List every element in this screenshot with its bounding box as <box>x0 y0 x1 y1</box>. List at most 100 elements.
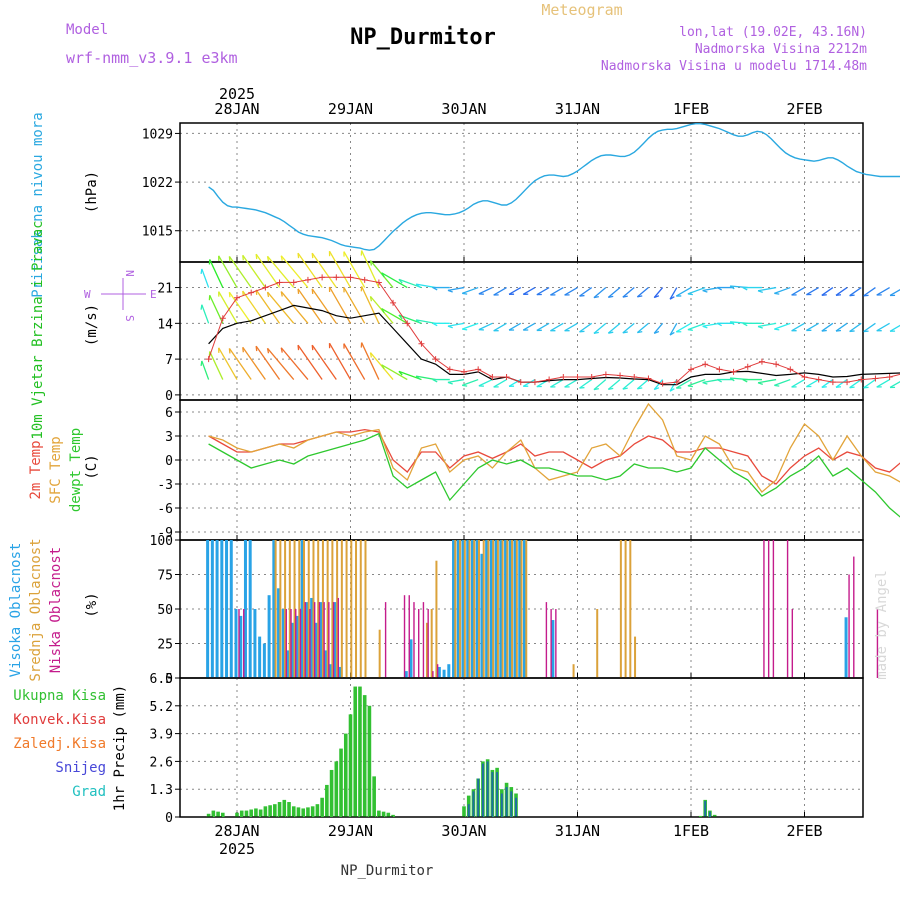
high-cloud-bar <box>262 643 266 678</box>
wind-arrow <box>218 291 238 324</box>
wind-arrow <box>835 379 848 388</box>
wind-arrow-head <box>297 345 300 351</box>
wind-arrow <box>280 255 309 288</box>
wind-arrow <box>607 322 621 334</box>
mid-cloud-bar <box>307 540 310 678</box>
mid-cloud-bar <box>619 540 622 678</box>
precip-total-bar <box>287 802 291 817</box>
wind-arrow <box>280 291 309 324</box>
wind-arrow <box>343 251 366 288</box>
precip-total-bar <box>258 809 263 817</box>
y-tick-label: -9 <box>157 526 173 541</box>
y-tick-label: 7 <box>165 353 173 368</box>
wind-arrow-head <box>608 387 614 391</box>
gust-marker <box>872 375 879 382</box>
low-cloud-bar <box>791 609 794 678</box>
low-cloud-bar <box>243 609 245 678</box>
wind-arrow <box>593 287 607 299</box>
precip-snow-bar <box>515 797 518 817</box>
wind-arrow <box>297 344 323 380</box>
precip-total-bar <box>206 813 211 817</box>
y-tick-label: 25 <box>157 638 173 653</box>
wind-arrow <box>522 378 536 387</box>
precip-total-bar <box>367 705 372 817</box>
precip-total-bar <box>339 748 343 817</box>
wind-arrow <box>564 286 578 296</box>
high-cloud-bar <box>504 540 508 678</box>
pressure-unit: (hPa) <box>84 171 100 213</box>
high-cloud-bar <box>508 540 512 678</box>
high-cloud-bar <box>305 602 309 678</box>
compass-south: S <box>123 315 136 322</box>
wind-arrow <box>669 323 678 336</box>
wind-arrow <box>416 375 436 381</box>
precip-total-bar <box>263 806 268 817</box>
precip-total-bar <box>362 695 367 817</box>
wind-arrow-head <box>381 364 385 370</box>
gust-marker <box>234 294 240 301</box>
low-cloud-bar <box>238 609 240 678</box>
y-tick-label: 1.3 <box>150 783 173 798</box>
wind-arrow-head <box>637 295 643 298</box>
precip-total-bar <box>320 797 324 817</box>
high-cloud-bar <box>229 540 233 678</box>
precip-total-bar <box>216 811 220 817</box>
wind-arrow-head <box>757 382 763 385</box>
high-cloud-bar <box>220 540 224 678</box>
pressure-line <box>208 123 900 251</box>
wind-arrow <box>702 286 720 292</box>
wind-arrow <box>461 286 479 294</box>
compass-west: W <box>84 288 91 301</box>
wind-arrow-head <box>447 289 453 293</box>
gust-marker <box>503 374 510 380</box>
high-cloud-bar <box>475 540 479 678</box>
wind-arrow <box>381 364 408 381</box>
bottom-year-label: 2025 <box>219 840 255 858</box>
precip-total-bar <box>712 814 717 817</box>
high-cloud-bar <box>551 620 555 678</box>
low-cloud-bar <box>772 540 775 678</box>
wind-arrow <box>461 322 479 330</box>
mid-cloud-bar <box>355 540 358 678</box>
wind-arrow <box>774 378 791 386</box>
wind-arrow <box>675 286 692 297</box>
precip-total-bar <box>221 812 225 817</box>
wind-arrow-head <box>579 330 585 333</box>
wind-arrow-head <box>622 387 628 390</box>
y-tick-label: 1029 <box>142 127 173 142</box>
y-tick-label: 75 <box>157 569 173 584</box>
high-cloud-bar <box>409 639 413 678</box>
wind-arrow-head <box>432 286 438 291</box>
top-day-label: 31JAN <box>555 100 600 118</box>
high-cloud-bar <box>253 609 257 678</box>
wind-arrow-head <box>702 325 708 329</box>
bottom-day-labels: 28JAN 29JAN 30JAN 31JAN 1FEB 2FEB <box>214 822 822 840</box>
wind-arrow <box>821 379 834 388</box>
precip-total-bar <box>296 807 301 817</box>
y-tick-label: 2.6 <box>150 755 173 770</box>
high-cloud-bar <box>437 666 441 678</box>
mid-cloud-bar <box>364 540 367 678</box>
wind-arrow-head <box>242 255 244 261</box>
wind-arrow-head <box>381 308 385 314</box>
wind-arrow <box>343 343 366 380</box>
mid-cloud-bar <box>501 540 504 678</box>
gust-marker <box>617 372 624 379</box>
high-cloud-bar <box>442 669 446 678</box>
precip-legend-item: Konvek.Kisa <box>13 712 106 728</box>
gust-marker <box>829 379 836 386</box>
low-cloud-bar <box>763 540 765 678</box>
wind-arrow-head <box>687 385 693 388</box>
wind-arrow <box>564 378 578 388</box>
wind-arrow <box>311 288 337 324</box>
precip-snow-bar <box>481 763 484 817</box>
wind-arrow <box>636 379 649 390</box>
wind-arrow-head <box>398 278 403 284</box>
top-day-label: 29JAN <box>328 100 373 118</box>
panels: 1015 1022 1029 0 7 14 21 -9 -6 -3 0 3 6 0 25 50 75 100 0 1.… <box>142 122 900 826</box>
high-cloud-bar <box>404 671 408 678</box>
wind-arrow <box>889 381 900 389</box>
gust-marker <box>517 379 524 386</box>
wind-arrow-head <box>579 386 585 389</box>
wind-arrow-head <box>311 288 314 294</box>
